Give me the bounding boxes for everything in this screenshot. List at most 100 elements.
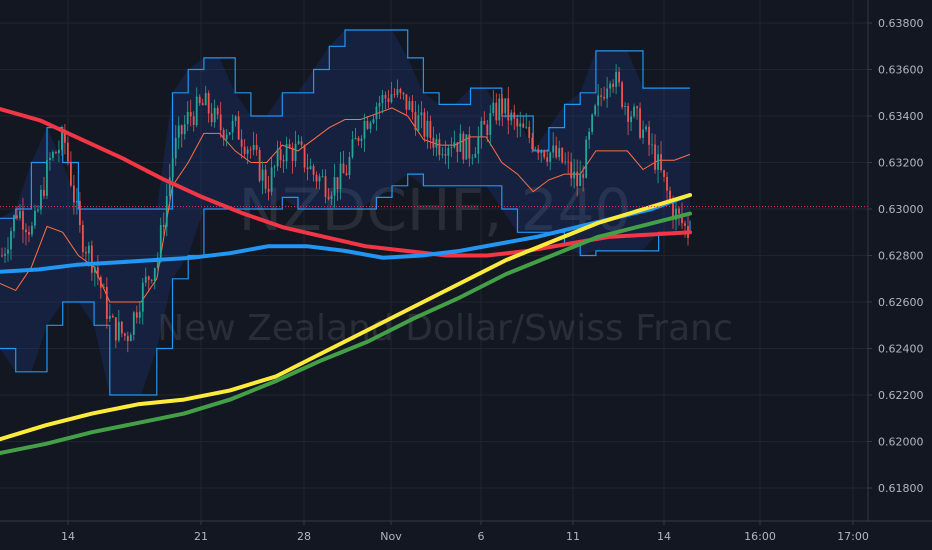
candle-body xyxy=(141,282,144,312)
candle-body xyxy=(642,129,644,138)
candle-body xyxy=(246,149,249,154)
candle-body xyxy=(534,148,537,150)
candle-body xyxy=(144,276,147,283)
candle-body xyxy=(258,150,261,181)
price-tick-label: 0.63400 xyxy=(878,110,924,123)
candle-body xyxy=(180,125,183,135)
candle-body xyxy=(222,129,225,140)
candle-body xyxy=(261,169,264,181)
candle-body xyxy=(186,112,189,125)
candle-body xyxy=(34,210,36,226)
candle-body xyxy=(153,267,156,281)
time-tick-label: 11 xyxy=(566,530,580,543)
candle-body xyxy=(390,94,393,103)
candle-body xyxy=(660,154,662,171)
candle-body xyxy=(132,312,135,335)
candle-body xyxy=(216,107,219,115)
candle-body xyxy=(198,96,201,104)
candle-body xyxy=(606,88,609,99)
candle-body xyxy=(105,287,108,319)
price-tick-label: 0.61800 xyxy=(878,482,924,495)
candle-body xyxy=(408,101,411,110)
candle-body xyxy=(417,115,420,130)
candle-body xyxy=(582,174,585,178)
axes xyxy=(0,0,932,522)
candle-body xyxy=(459,133,462,152)
candle-body xyxy=(16,215,18,219)
candle-body xyxy=(393,94,396,95)
time-tick-label: 17:00 xyxy=(837,530,869,543)
candle-body xyxy=(306,167,309,170)
candle-body xyxy=(108,315,111,319)
time-tick-label: Nov xyxy=(380,530,402,543)
candle-body xyxy=(552,145,555,153)
candle-body xyxy=(90,245,93,273)
candle-body xyxy=(630,116,632,122)
candle-body xyxy=(453,142,456,148)
candle-body xyxy=(99,276,102,288)
candle-body xyxy=(10,231,12,250)
candle-body xyxy=(207,93,210,114)
price-tick-label: 0.62400 xyxy=(878,343,924,356)
candle-body xyxy=(177,125,180,138)
candle-body xyxy=(486,124,489,136)
candle-body xyxy=(657,154,659,170)
candle-body xyxy=(291,147,294,161)
candle-body xyxy=(378,103,381,107)
candle-body xyxy=(540,150,543,154)
candle-body xyxy=(570,161,573,179)
candle-body xyxy=(675,208,677,220)
candle-body xyxy=(324,176,327,197)
candle-body xyxy=(387,98,390,103)
candle-body xyxy=(43,189,45,196)
candle-body xyxy=(507,98,510,121)
candle-body xyxy=(123,333,126,336)
candle-body xyxy=(303,145,306,168)
candle-body xyxy=(243,146,246,154)
candle-body xyxy=(240,139,243,147)
candle-body xyxy=(372,119,375,123)
candle-body xyxy=(522,123,525,128)
candle-body xyxy=(78,200,81,225)
candle-body xyxy=(543,150,546,158)
candle-body xyxy=(46,160,48,196)
candle-body xyxy=(426,120,429,137)
candle-body xyxy=(336,177,339,189)
candle-body xyxy=(249,149,252,151)
watermark-description: New Zealand Dollar/Swiss Franc xyxy=(157,308,733,349)
candle-body xyxy=(201,103,204,106)
candle-body xyxy=(381,94,384,104)
time-tick-label: 21 xyxy=(194,530,208,543)
candle-body xyxy=(363,120,366,139)
candle-body xyxy=(237,116,240,140)
price-axis[interactable]: 0.63800 0.63600 0.63400 0.63200 0.63000 0.628… xyxy=(868,17,924,495)
time-tick-label: 14 xyxy=(657,530,671,543)
candle-body xyxy=(405,94,408,110)
candle-body xyxy=(189,112,192,117)
candle-body xyxy=(282,160,285,162)
candle-body xyxy=(342,163,345,174)
candle-body xyxy=(471,157,474,159)
candle-body xyxy=(93,267,96,273)
time-tick-label: 6 xyxy=(478,530,485,543)
candle-body xyxy=(483,121,486,125)
candle-body xyxy=(444,154,447,156)
candle-body xyxy=(321,176,324,177)
candle-body xyxy=(510,112,513,121)
candle-body xyxy=(312,166,315,175)
watermark: NZDCHF, 240 New Zealand Dollar/Swiss Fra… xyxy=(157,176,733,349)
candle-body xyxy=(651,144,653,146)
candle-body xyxy=(252,144,255,150)
candle-body xyxy=(531,137,534,150)
candle-body xyxy=(183,124,186,135)
candle-body xyxy=(639,108,641,138)
ma-blue-line xyxy=(0,193,692,274)
candle-body xyxy=(591,114,594,132)
candle-body xyxy=(225,134,228,140)
price-tick-label: 0.62000 xyxy=(878,436,924,449)
candle-body xyxy=(456,142,459,152)
time-axis[interactable]: 14 21 28 Nov 6 11 14 16:00 17:00 xyxy=(61,521,869,543)
candle-body xyxy=(234,116,237,121)
